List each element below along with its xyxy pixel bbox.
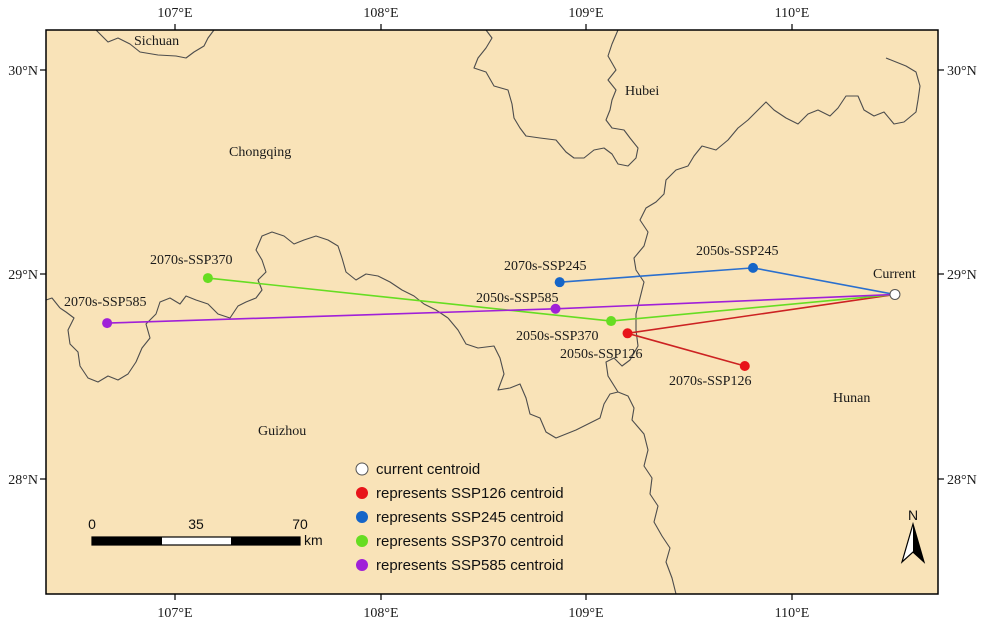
tick-label-right-29: 29°N xyxy=(947,268,977,283)
centroid-labels: Current 2050s-SSP245 2070s-SSP245 2070s-… xyxy=(64,244,916,389)
label-current: Current xyxy=(873,267,916,282)
line-2050s-to-2070s-ssp585 xyxy=(107,307,556,324)
tick-label-bottom-107: 107°E xyxy=(157,606,192,621)
legend-marker-ssp370 xyxy=(356,535,368,547)
tick-label-right-30: 30°N xyxy=(947,64,977,79)
region-labels: Sichuan Hubei Chongqing Guizhou Hunan xyxy=(134,34,870,439)
north-arrow-shade xyxy=(913,524,924,562)
tick-label-left-28: 28°N xyxy=(8,473,38,488)
legend-label-ssp245: represents SSP245 centroid xyxy=(376,509,564,526)
legend: current centroid represents SSP126 centr… xyxy=(355,461,564,574)
tick-label-left-29: 29°N xyxy=(8,268,38,283)
point-2070s-ssp370 xyxy=(202,273,213,284)
legend-label-current: current centroid xyxy=(376,461,480,478)
line-current-to-2050s-ssp585 xyxy=(555,293,895,310)
region-guizhou: Guizhou xyxy=(258,424,306,439)
map-background xyxy=(46,30,938,594)
border-chongqing-guizhou xyxy=(59,231,449,383)
tick-label-bottom-110: 110°E xyxy=(775,606,810,621)
point-2050s-ssp245 xyxy=(748,262,759,273)
label-2050s-ssp245: 2050s-SSP245 xyxy=(696,244,778,259)
point-2070s-ssp126 xyxy=(739,361,750,372)
label-2070s-ssp370: 2070s-SSP370 xyxy=(150,253,232,268)
border-chongqing-hunan-guizhou xyxy=(447,317,619,439)
axis-ticks xyxy=(40,24,944,600)
label-2070s-ssp126: 2070s-SSP126 xyxy=(669,374,751,389)
point-current xyxy=(889,288,901,300)
border-chongqing-hubei xyxy=(473,29,639,167)
tick-label-left-30: 30°N xyxy=(8,64,38,79)
point-2070s-ssp245 xyxy=(554,277,565,288)
tick-label-top-110: 110°E xyxy=(775,6,810,21)
tick-label-top-109: 109°E xyxy=(568,6,603,21)
border-hubei-hunan xyxy=(605,57,921,595)
legend-marker-ssp126 xyxy=(356,487,368,499)
legend-marker-current xyxy=(355,462,369,476)
label-2070s-ssp585: 2070s-SSP585 xyxy=(64,295,146,310)
north-arrow: N xyxy=(900,507,926,564)
line-2050s-to-2070s-ssp126 xyxy=(627,332,746,367)
scale-bar-segment-3 xyxy=(231,537,300,545)
region-chongqing: Chongqing xyxy=(229,145,291,160)
line-2050s-to-2070s-ssp245 xyxy=(559,267,754,283)
point-2050s-ssp126 xyxy=(622,328,633,339)
centroid-points xyxy=(102,262,901,372)
border-sichuan-chongqing xyxy=(95,29,215,59)
line-current-to-2050s-ssp126 xyxy=(627,293,896,335)
legend-label-ssp370: represents SSP370 centroid xyxy=(376,533,564,550)
border-guizhou-west xyxy=(45,297,61,309)
tick-label-bottom-108: 108°E xyxy=(363,606,398,621)
scale-label-70: 70 xyxy=(292,516,308,532)
point-2050s-ssp585 xyxy=(550,303,561,314)
map-frame xyxy=(45,29,939,595)
axis-tick-labels: 107°E 108°E 109°E 110°E 107°E 108°E 109°… xyxy=(8,6,976,621)
province-borders xyxy=(45,29,921,595)
tick-label-top-107: 107°E xyxy=(157,6,192,21)
legend-label-ssp126: represents SSP126 centroid xyxy=(376,485,564,502)
label-2050s-ssp126: 2050s-SSP126 xyxy=(560,347,642,362)
scale-label-35: 35 xyxy=(188,516,204,532)
legend-label-ssp585: represents SSP585 centroid xyxy=(376,557,564,574)
label-2050s-ssp585: 2050s-SSP585 xyxy=(476,291,558,306)
region-hunan: Hunan xyxy=(833,391,870,406)
tick-label-bottom-109: 109°E xyxy=(568,606,603,621)
legend-marker-ssp245 xyxy=(356,511,368,523)
scale-unit-km: km xyxy=(304,532,323,548)
tick-label-top-108: 108°E xyxy=(363,6,398,21)
point-2050s-ssp370 xyxy=(606,316,617,327)
line-current-to-2050s-ssp370 xyxy=(611,293,896,322)
north-arrow-label: N xyxy=(908,507,918,523)
line-current-to-2050s-ssp245 xyxy=(752,267,896,296)
tick-label-right-28: 28°N xyxy=(947,473,977,488)
label-2050s-ssp370: 2050s-SSP370 xyxy=(516,329,598,344)
scale-label-0: 0 xyxy=(88,516,96,532)
scale-bar: 0 35 70 km xyxy=(88,516,323,548)
label-2070s-ssp245: 2070s-SSP245 xyxy=(504,259,586,274)
legend-marker-ssp585 xyxy=(356,559,368,571)
region-sichuan: Sichuan xyxy=(134,34,179,49)
line-2050s-to-2070s-ssp370 xyxy=(207,277,612,322)
region-hubei: Hubei xyxy=(625,84,659,99)
scale-bar-segment-1 xyxy=(92,537,162,545)
centroid-shift-lines xyxy=(107,267,896,367)
point-2070s-ssp585 xyxy=(102,318,113,329)
